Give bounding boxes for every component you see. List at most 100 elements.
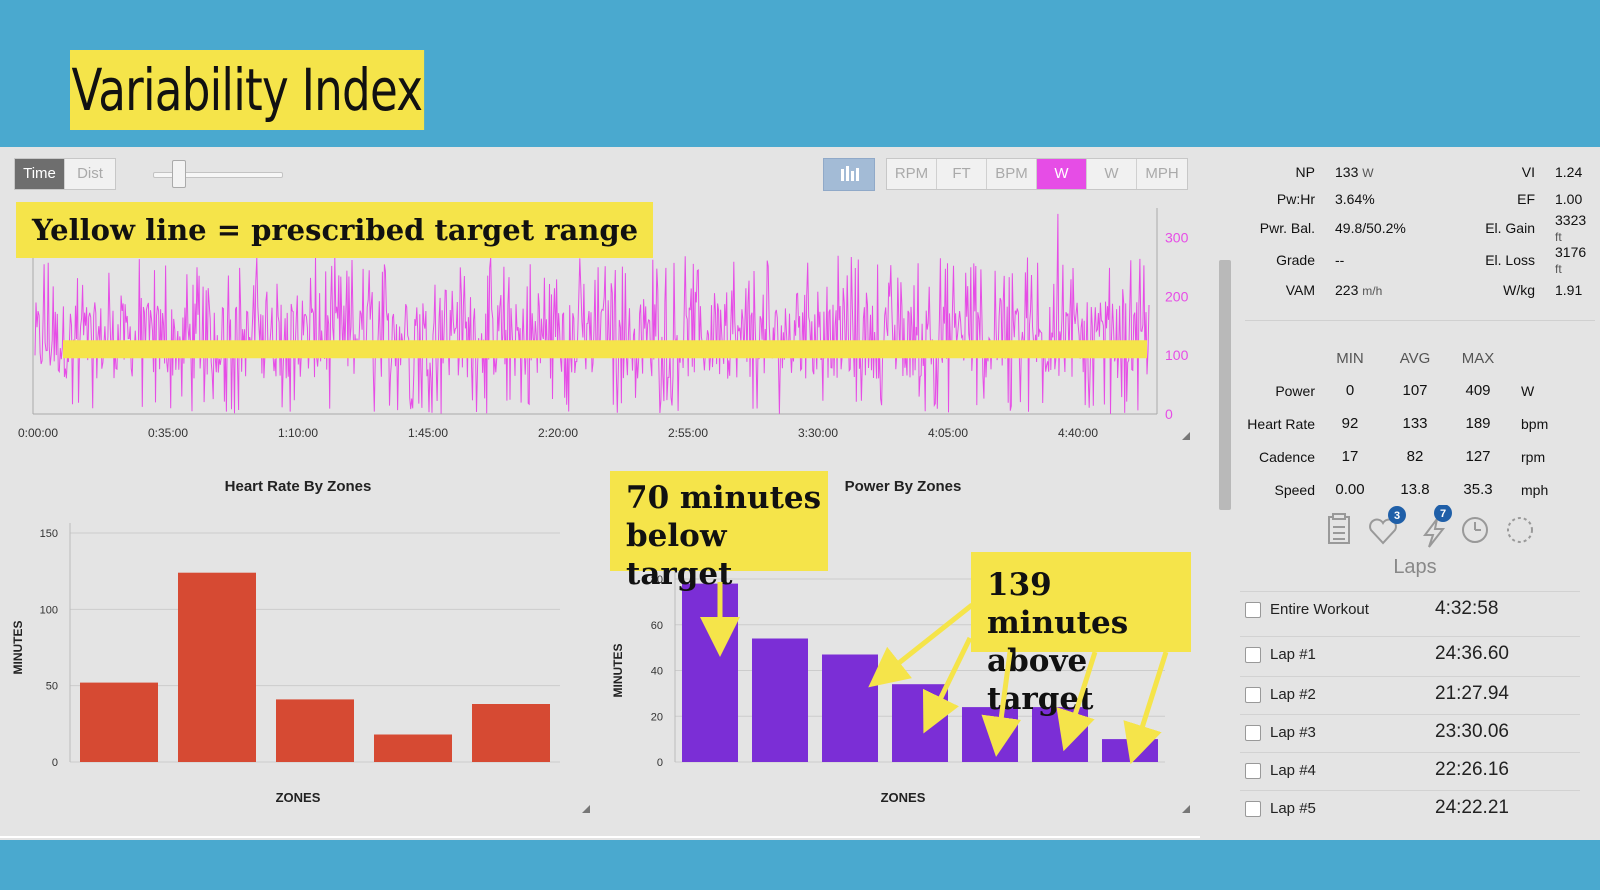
power-unit: W <box>1521 382 1535 399</box>
x-tick-label: 2:55:00 <box>668 426 708 440</box>
speed-avg: 13.8 <box>1400 481 1430 498</box>
speed-min: 0.00 <box>1335 481 1365 498</box>
dotted-circle-icon[interactable] <box>1507 517 1533 543</box>
arrow-above-2 <box>922 636 973 734</box>
cadence-label: Cadence <box>1258 448 1315 465</box>
np-label: NP <box>1295 163 1315 180</box>
time-toggle[interactable]: Time <box>15 159 65 189</box>
y-tick-label: 60 <box>651 620 663 632</box>
metrics-table: MIN AVG MAX Power 0 107 409 W Heart Rate… <box>1240 342 1548 506</box>
chart-title: Heart Rate By Zones <box>225 478 372 495</box>
y-tick-label: 80 <box>651 574 663 586</box>
x-axis-toggle: Time Dist <box>14 158 116 190</box>
lap-name: Lap #3 <box>1270 724 1316 741</box>
lap-checkbox[interactable] <box>1245 763 1261 779</box>
heart-icon[interactable]: 3 <box>1369 506 1406 545</box>
lap-name: Entire Workout <box>1270 601 1369 618</box>
grade-value: -- <box>1335 252 1345 268</box>
lap-time: 4:32:58 <box>1435 598 1499 619</box>
hr-label: Heart Rate <box>1247 415 1315 432</box>
x-tick-label: 4:05:00 <box>928 426 968 440</box>
header-min: MIN <box>1336 349 1364 367</box>
bar-z2 <box>178 572 256 762</box>
resize-handle-icon[interactable] <box>1182 432 1190 440</box>
elloss-unit: ft <box>1555 262 1562 276</box>
hr-min: 92 <box>1341 415 1359 432</box>
y-tick-label: 200 <box>1165 288 1189 304</box>
lap-checkbox[interactable] <box>1245 602 1261 618</box>
unit-toggle-4[interactable]: W <box>1087 159 1137 189</box>
lap-row[interactable]: Lap #5 24:22.21 <box>1240 790 1580 829</box>
lap-name: Lap #2 <box>1270 686 1316 703</box>
y-tick-label: 0 <box>1165 406 1173 422</box>
y-tick-label: 100 <box>40 604 58 616</box>
hr-badge <box>1388 506 1406 524</box>
clock-icon[interactable] <box>1462 517 1488 543</box>
grade-label: Grade <box>1276 252 1315 268</box>
lap-name: Lap #4 <box>1270 762 1316 779</box>
power-label: Power <box>1275 382 1315 399</box>
lightning-icon[interactable]: 7 <box>1423 505 1452 548</box>
chart-type-button[interactable] <box>823 158 875 191</box>
arrow-above-3 <box>981 651 1022 757</box>
power-badge-count: 7 <box>1440 508 1446 520</box>
bar-z2 <box>752 638 808 762</box>
resize-handle-icon[interactable] <box>582 805 590 813</box>
lap-row[interactable]: Lap #1 24:36.60 <box>1240 636 1580 675</box>
lap-row[interactable]: Lap #2 21:27.94 <box>1240 676 1580 715</box>
lap-time: 21:27.94 <box>1435 683 1509 704</box>
detail-tabs: 3 7 <box>1328 505 1533 548</box>
wkg-value: 1.91 <box>1555 281 1583 298</box>
ef-label: EF <box>1517 190 1535 207</box>
lap-row[interactable]: Entire Workout 4:32:58 <box>1240 591 1580 630</box>
cadence-min: 17 <box>1341 448 1359 465</box>
pwrbal-label: Pwr. Bal. <box>1259 220 1315 236</box>
unit-toggle-0[interactable]: RPM <box>887 159 937 189</box>
hr-avg: 133 <box>1402 415 1428 432</box>
lap-name: Lap #1 <box>1270 646 1316 663</box>
hr-zones-chart: Heart Rate By Zones 0 50 100 150 ZONES MINUTES <box>11 478 590 813</box>
bar-z4 <box>374 734 452 762</box>
lap-checkbox[interactable] <box>1245 687 1261 703</box>
x-tick-label: 0:35:00 <box>148 426 188 440</box>
y-tick-label: 300 <box>1165 229 1189 245</box>
unit-toggle-5[interactable]: MPH <box>1145 165 1179 182</box>
unit-toggle-1[interactable]: FT <box>937 159 987 189</box>
x-tick-label: 1:10:00 <box>278 426 318 440</box>
bar-z1 <box>80 682 158 762</box>
hr-max: 189 <box>1465 415 1491 432</box>
zoom-slider-handle[interactable] <box>172 160 186 188</box>
speed-unit: mph <box>1521 481 1549 498</box>
scrollbar-thumb[interactable] <box>1219 260 1231 510</box>
lap-checkbox[interactable] <box>1245 801 1261 817</box>
wkg-label: W/kg <box>1503 281 1535 298</box>
panel-bottom-edge <box>0 836 1200 838</box>
arrow-above-4 <box>1056 651 1098 752</box>
unit-toggle-3[interactable]: W <box>1037 159 1087 189</box>
ef-value: 1.00 <box>1555 190 1583 207</box>
resize-handle-icon[interactable] <box>1182 805 1190 813</box>
x-tick-label: 4:40:00 <box>1058 426 1098 440</box>
zoom-slider-track[interactable] <box>153 172 283 178</box>
speed-max: 35.3 <box>1463 481 1493 498</box>
dist-toggle[interactable]: Dist <box>77 165 103 182</box>
bar-z5 <box>472 704 550 762</box>
lap-time: 23:30.06 <box>1435 721 1509 742</box>
below-target-callout: 70 minutes below target <box>610 471 828 592</box>
pwrbal-value: 49.8/50.2% <box>1335 220 1406 236</box>
power-avg: 107 <box>1402 382 1428 399</box>
lap-row[interactable]: Lap #3 23:30.06 <box>1240 714 1580 753</box>
lap-checkbox[interactable] <box>1245 647 1261 663</box>
x-tick-label: 3:30:00 <box>798 426 838 440</box>
notes-icon[interactable] <box>1328 513 1350 544</box>
vam-unit: m/h <box>1362 283 1383 298</box>
lap-checkbox[interactable] <box>1245 725 1261 741</box>
lap-row[interactable]: Lap #4 22:26.16 <box>1240 752 1580 791</box>
y-axis-label: MINUTES <box>11 621 25 675</box>
vam-value: 223 <box>1335 281 1359 298</box>
chart-title: Power By Zones <box>845 478 962 495</box>
y-axis-label: MINUTES <box>611 644 625 698</box>
bar-z3 <box>276 699 354 762</box>
unit-toggle-2[interactable]: BPM <box>987 159 1037 189</box>
